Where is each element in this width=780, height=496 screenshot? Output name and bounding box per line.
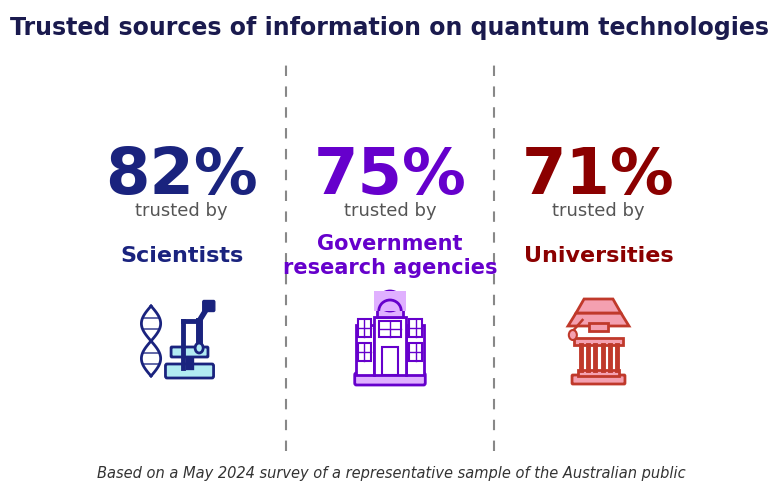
FancyBboxPatch shape [589, 323, 608, 331]
FancyBboxPatch shape [355, 373, 425, 385]
FancyBboxPatch shape [378, 309, 402, 317]
Text: Universities: Universities [523, 246, 673, 266]
Text: 82%: 82% [105, 145, 258, 207]
FancyBboxPatch shape [574, 338, 622, 345]
Text: 75%: 75% [314, 145, 466, 207]
FancyBboxPatch shape [406, 325, 424, 375]
FancyBboxPatch shape [578, 370, 619, 376]
Text: 71%: 71% [522, 145, 675, 207]
Circle shape [195, 343, 203, 353]
Text: Based on a May 2024 survey of a representative sample of the Australian public: Based on a May 2024 survey of a represen… [98, 466, 686, 481]
FancyBboxPatch shape [203, 301, 215, 311]
FancyBboxPatch shape [358, 343, 370, 361]
FancyBboxPatch shape [410, 343, 422, 361]
Ellipse shape [379, 291, 401, 311]
Circle shape [569, 330, 577, 340]
FancyBboxPatch shape [171, 347, 208, 357]
Text: trusted by: trusted by [135, 202, 228, 220]
FancyBboxPatch shape [379, 321, 401, 337]
FancyBboxPatch shape [374, 317, 406, 375]
FancyBboxPatch shape [374, 291, 406, 311]
Text: trusted by: trusted by [344, 202, 436, 220]
FancyBboxPatch shape [356, 325, 374, 375]
FancyBboxPatch shape [572, 375, 625, 384]
FancyBboxPatch shape [410, 319, 422, 337]
Text: Government
research agencies: Government research agencies [282, 234, 498, 278]
Text: Trusted sources of information on quantum technologies: Trusted sources of information on quantu… [10, 16, 770, 40]
Text: Scientists: Scientists [120, 246, 243, 266]
Text: trusted by: trusted by [552, 202, 645, 220]
FancyBboxPatch shape [358, 319, 370, 337]
FancyBboxPatch shape [165, 364, 214, 378]
Polygon shape [576, 299, 621, 313]
FancyBboxPatch shape [382, 347, 398, 375]
Polygon shape [568, 313, 629, 326]
